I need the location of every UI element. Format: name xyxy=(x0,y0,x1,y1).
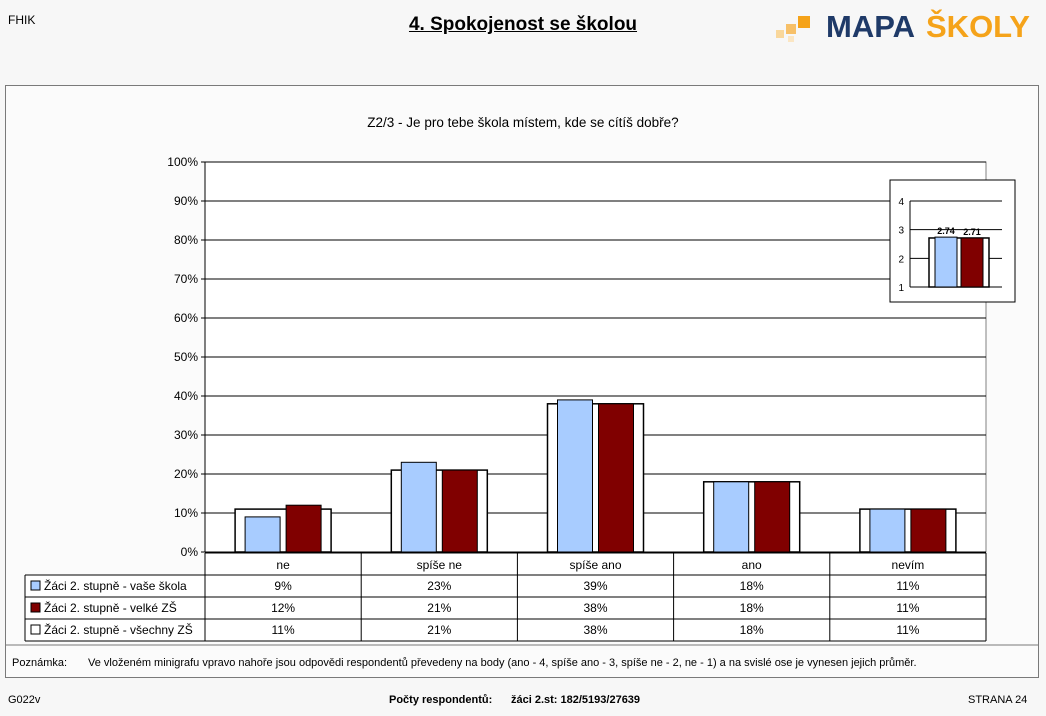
y-tick-label: 0% xyxy=(181,545,199,559)
bar-vase-skola xyxy=(713,481,750,553)
bar-velke-zs xyxy=(754,481,791,553)
inset-data-label: 2.71 xyxy=(963,227,981,237)
data-value: 11% xyxy=(272,623,295,637)
inset-bar-velke-zs xyxy=(960,237,984,288)
y-tick-label: 30% xyxy=(174,428,198,442)
data-value: 21% xyxy=(427,601,451,615)
logo-text-a: MAPA xyxy=(826,9,915,44)
y-tick-label: 20% xyxy=(174,467,198,481)
table-header-bg xyxy=(205,553,986,575)
legend-swatch xyxy=(30,602,41,613)
bar-velke-zs xyxy=(285,504,322,553)
footer-respondents-counts: žáci 2.st: 182/5193/27639 xyxy=(511,694,641,706)
data-value: 18% xyxy=(740,623,764,637)
inset-y-tick-label: 1 xyxy=(898,283,904,294)
data-value: 12% xyxy=(271,601,295,615)
note-label: Poznámka: xyxy=(12,657,68,669)
legend-swatch xyxy=(30,580,41,591)
y-tick-label: 70% xyxy=(174,272,198,286)
bar-vase-skola xyxy=(244,516,281,553)
data-value: 38% xyxy=(583,601,607,615)
bar-vase-skola xyxy=(869,508,906,553)
logo-text-b: ŠKOLY xyxy=(926,8,1030,44)
inset-data-label: 2.74 xyxy=(937,226,955,236)
legend-label: Žáci 2. stupně - velké ZŠ xyxy=(44,600,177,615)
y-tick-label: 50% xyxy=(174,350,198,364)
data-value: 23% xyxy=(427,579,451,593)
y-tick-label: 80% xyxy=(174,233,198,247)
y-tick-label: 10% xyxy=(174,506,198,520)
category-label: spíše ano xyxy=(569,558,621,572)
note-text: Ve vloženém minigrafu vpravo nahoře jsou… xyxy=(88,657,917,669)
bar-velke-zs xyxy=(910,508,947,553)
y-tick-label: 40% xyxy=(174,389,198,403)
y-tick-label: 90% xyxy=(174,194,198,208)
legend-label: Žáci 2. stupně - všechny ZŠ xyxy=(44,622,193,637)
bar-vase-skola xyxy=(400,461,437,553)
table-body-bg xyxy=(25,575,986,641)
category-label: nevím xyxy=(892,558,925,572)
inset-y-tick-label: 3 xyxy=(898,226,904,237)
bar-velke-zs xyxy=(598,403,634,553)
footer-page-number: STRANA 24 xyxy=(968,694,1028,706)
school-code: FHIK xyxy=(8,13,36,27)
mapaskoly-logo: MAPA ŠKOLY xyxy=(776,6,1036,46)
data-value: 21% xyxy=(427,623,451,637)
footer-respondents-label: Počty respondentů: xyxy=(389,694,493,706)
inset-y-tick-label: 4 xyxy=(898,197,904,208)
category-label: ne xyxy=(276,558,290,572)
inset-y-tick-label: 2 xyxy=(898,254,904,265)
inset-bar-vase-skola xyxy=(934,236,958,288)
data-value: 9% xyxy=(274,579,292,593)
data-value: 11% xyxy=(896,601,919,615)
data-value: 11% xyxy=(896,623,919,637)
y-tick-label: 100% xyxy=(167,155,198,169)
bar-vase-skola xyxy=(557,399,593,553)
legend-label: Žáci 2. stupně - vaše škola xyxy=(44,578,187,593)
category-label: spíše ne xyxy=(417,558,463,572)
data-value: 18% xyxy=(740,579,764,593)
footer-code: G022v xyxy=(8,694,41,706)
category-label: ano xyxy=(742,558,762,572)
bar-velke-zs xyxy=(441,469,478,553)
y-tick-label: 60% xyxy=(174,311,198,325)
data-value: 11% xyxy=(896,579,919,593)
data-value: 39% xyxy=(583,579,607,593)
data-value: 18% xyxy=(740,601,764,615)
legend-swatch xyxy=(30,624,41,635)
chart-title: Z2/3 - Je pro tebe škola místem, kde se … xyxy=(367,115,679,130)
data-value: 38% xyxy=(583,623,607,637)
page-title: 4. Spokojenost se školou xyxy=(408,14,638,35)
